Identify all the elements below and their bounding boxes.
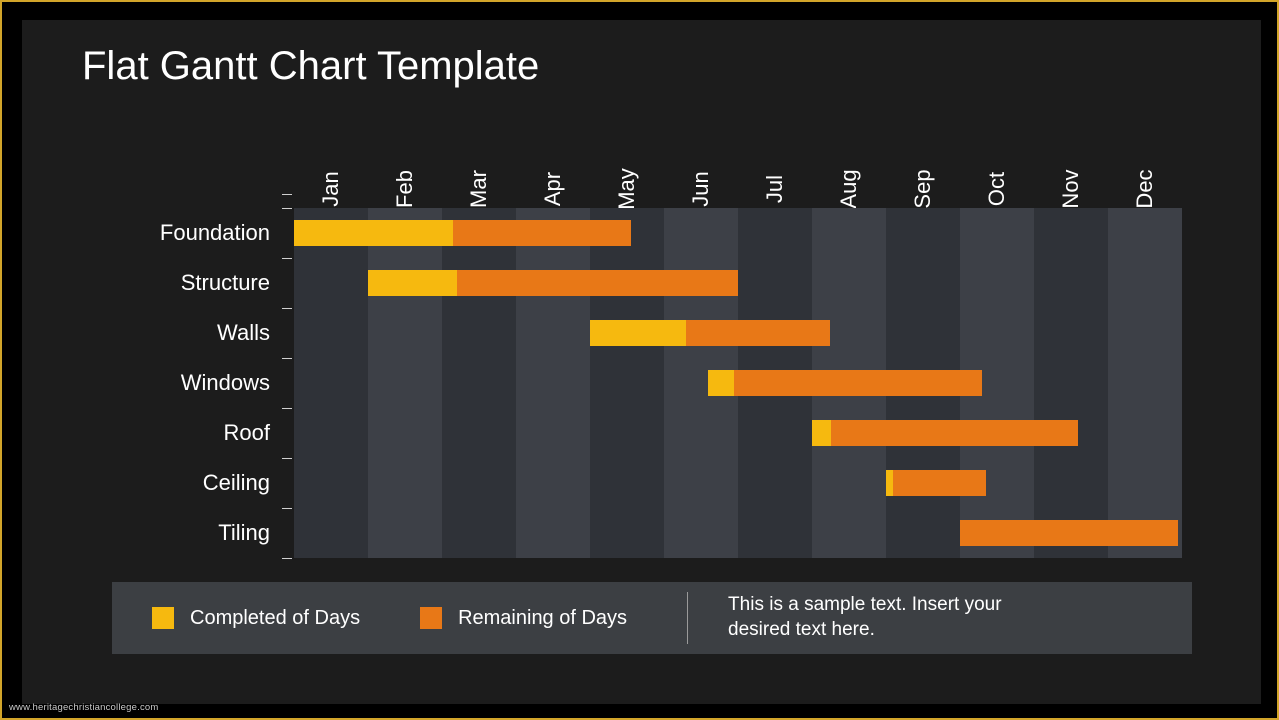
gantt-bar-completed bbox=[708, 370, 734, 396]
gantt-bar-remaining bbox=[453, 220, 631, 246]
gantt-bar bbox=[294, 470, 1182, 496]
gantt-bar-completed bbox=[368, 270, 457, 296]
gantt-bar-remaining bbox=[960, 520, 1178, 546]
gantt-bar-completed bbox=[812, 420, 831, 446]
gantt-bar bbox=[294, 270, 1182, 296]
month-header: Sep bbox=[886, 130, 960, 208]
task-label: Ceiling bbox=[82, 458, 282, 508]
gantt-bar bbox=[294, 520, 1182, 546]
month-label: Aug bbox=[836, 169, 862, 208]
legend-divider bbox=[687, 592, 688, 644]
slide-title: Flat Gantt Chart Template bbox=[82, 44, 539, 89]
month-label: Apr bbox=[540, 172, 566, 206]
gantt-bars-layer bbox=[294, 208, 1182, 558]
gantt-chart-area bbox=[294, 208, 1182, 558]
legend-label-completed: Completed of Days bbox=[190, 607, 360, 630]
gantt-bar-completed bbox=[886, 470, 893, 496]
month-header: May bbox=[590, 130, 664, 208]
gantt-bar-remaining bbox=[734, 370, 982, 396]
gantt-bar-completed bbox=[590, 320, 686, 346]
legend-label-remaining: Remaining of Days bbox=[458, 607, 627, 630]
task-label: Foundation bbox=[82, 208, 282, 258]
month-header: Dec bbox=[1108, 130, 1182, 208]
task-label: Tiling bbox=[82, 508, 282, 558]
month-label: Jun bbox=[688, 171, 714, 206]
legend-swatch-completed bbox=[152, 607, 174, 629]
month-label: Oct bbox=[984, 172, 1010, 206]
axis-tick bbox=[282, 194, 292, 195]
gantt-bar-remaining bbox=[831, 420, 1079, 446]
gantt-task-labels: FoundationStructureWallsWindowsRoofCeili… bbox=[82, 208, 282, 558]
gantt-bar-remaining bbox=[893, 470, 986, 496]
month-label: Jan bbox=[318, 171, 344, 206]
gantt-bar bbox=[294, 220, 1182, 246]
gantt-bar-remaining bbox=[686, 320, 830, 346]
watermark-text: www.heritagechristiancollege.com bbox=[9, 702, 159, 713]
month-label: May bbox=[614, 168, 640, 210]
axis-tick bbox=[282, 408, 292, 409]
slide-frame: Flat Gantt Chart Template Jan Feb Mar Apr Ma… bbox=[0, 0, 1279, 720]
gantt-bar-remaining bbox=[457, 270, 738, 296]
month-header: Oct bbox=[960, 130, 1034, 208]
axis-tick bbox=[282, 208, 292, 209]
month-label: Dec bbox=[1132, 169, 1158, 208]
month-header: Jan bbox=[294, 130, 368, 208]
axis-tick bbox=[282, 308, 292, 309]
legend-item-remaining: Remaining of Days bbox=[420, 607, 627, 630]
axis-tick bbox=[282, 558, 292, 559]
month-label: Mar bbox=[466, 170, 492, 208]
gantt-axis-ticks bbox=[282, 194, 294, 572]
gantt-bar bbox=[294, 370, 1182, 396]
month-header: Apr bbox=[516, 130, 590, 208]
task-label: Structure bbox=[82, 258, 282, 308]
legend-item-completed: Completed of Days bbox=[152, 607, 360, 630]
month-label: Feb bbox=[392, 170, 418, 208]
month-header: Aug bbox=[812, 130, 886, 208]
axis-tick bbox=[282, 358, 292, 359]
month-header: Feb bbox=[368, 130, 442, 208]
task-label: Windows bbox=[82, 358, 282, 408]
gantt-bar-completed bbox=[294, 220, 453, 246]
slide-canvas: Flat Gantt Chart Template Jan Feb Mar Apr Ma… bbox=[22, 20, 1261, 704]
gantt-month-axis: Jan Feb Mar Apr May Jun Jul Aug Sep Oct Nov Dec bbox=[294, 130, 1182, 208]
month-header: Nov bbox=[1034, 130, 1108, 208]
legend-note: This is a sample text. Insert your desir… bbox=[728, 593, 1048, 642]
gantt-bar bbox=[294, 420, 1182, 446]
month-header: Jun bbox=[664, 130, 738, 208]
legend-swatch-remaining bbox=[420, 607, 442, 629]
gantt-legend: Completed of Days Remaining of Days This… bbox=[112, 582, 1192, 654]
month-label: Sep bbox=[910, 169, 936, 208]
month-header: Jul bbox=[738, 130, 812, 208]
month-header: Mar bbox=[442, 130, 516, 208]
gantt-bar bbox=[294, 320, 1182, 346]
axis-tick bbox=[282, 458, 292, 459]
task-label: Walls bbox=[82, 308, 282, 358]
month-label: Nov bbox=[1058, 169, 1084, 208]
task-label: Roof bbox=[82, 408, 282, 458]
axis-tick bbox=[282, 508, 292, 509]
month-label: Jul bbox=[762, 175, 788, 203]
axis-tick bbox=[282, 258, 292, 259]
